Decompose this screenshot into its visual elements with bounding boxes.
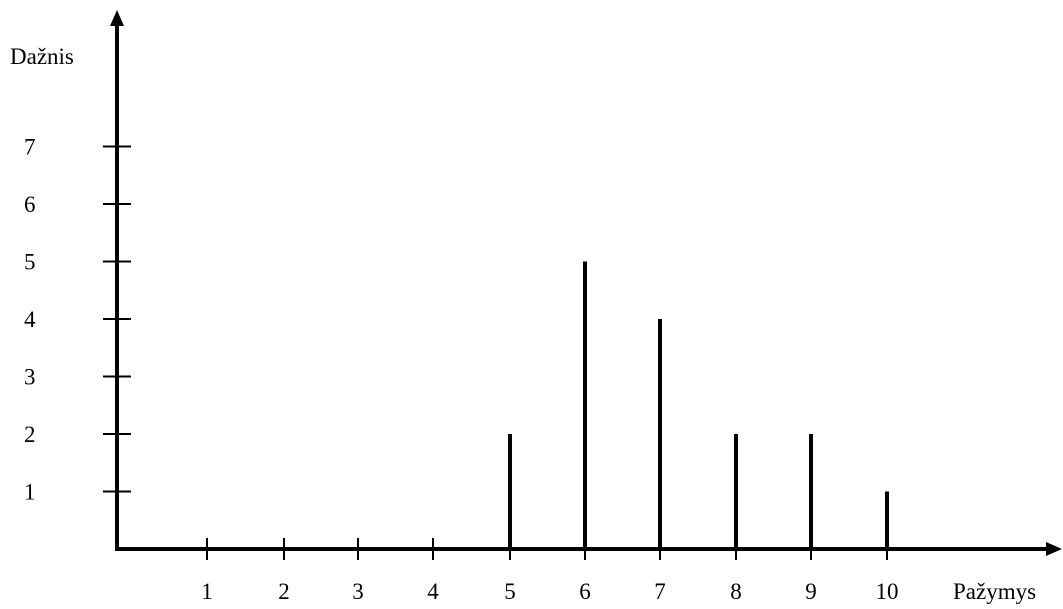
x-axis-title: Pažymys (953, 579, 1036, 604)
x-tick-label: 10 (876, 579, 899, 604)
x-tick-label: 4 (427, 579, 439, 604)
x-tick-label: 1 (201, 579, 213, 604)
y-ticks: 1 2 3 4 5 6 7 (24, 135, 131, 505)
y-tick-label: 6 (24, 192, 36, 217)
y-tick-label: 3 (24, 365, 36, 390)
x-tick-label: 6 (579, 579, 591, 604)
y-axis-arrow (110, 10, 124, 26)
y-tick-label: 2 (24, 422, 36, 447)
x-tick-label: 9 (805, 579, 817, 604)
bars (508, 261, 889, 549)
y-tick-label: 4 (24, 307, 36, 332)
x-tick-label: 7 (654, 579, 666, 604)
y-tick-label: 5 (24, 250, 36, 275)
x-axis-arrow (1046, 542, 1062, 556)
x-tick-label: 3 (352, 579, 364, 604)
y-axis-title: Dažnis (10, 44, 74, 69)
y-tick-label: 1 (24, 480, 36, 505)
x-tick-label: 8 (730, 579, 742, 604)
x-tick-label: 5 (504, 579, 516, 604)
y-tick-label: 7 (24, 135, 36, 160)
x-tick-label: 2 (278, 579, 290, 604)
